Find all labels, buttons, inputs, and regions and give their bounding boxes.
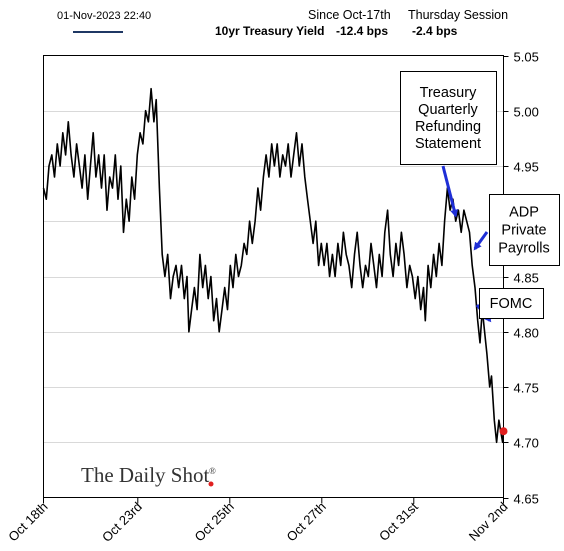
chart-timestamp: 01-Nov-2023 22:40 [57, 10, 151, 22]
y-tick-label: 4.95 [514, 160, 539, 175]
y-tick-label: 4.70 [514, 436, 539, 451]
annotation-arrow [441, 165, 459, 218]
annotation-text: Refunding [415, 119, 481, 135]
session-value: -2.4 bps [412, 24, 458, 38]
watermark: The Daily Shot ® [81, 463, 216, 487]
annotation-text: FOMC [490, 296, 533, 312]
annotation-2: ADP Private Payrolls [473, 194, 560, 266]
y-tick-label: 4.85 [514, 271, 539, 286]
x-axis: Oct 18th Oct 23rd Oct 25th Oct 27th Oct 31st… [5, 497, 511, 545]
y-tick-label: 4.65 [514, 492, 539, 507]
y-tick-label: 4.75 [514, 381, 539, 396]
annotation-arrow [473, 231, 489, 251]
annotation-text: ADP [509, 205, 539, 221]
since-title: Since Oct-17th [308, 8, 391, 22]
y-axis: 4.654.704.754.804.854.904.955.005.05 [503, 50, 539, 507]
series-line [42, 87, 505, 444]
annotation-box [489, 194, 560, 266]
annotation-3: FOMC [475, 288, 544, 323]
watermark-dot [208, 481, 214, 487]
annotation-text: Treasury [420, 85, 477, 101]
x-tick-label: Oct 27th [284, 499, 329, 544]
annotation-box [400, 71, 497, 165]
last-point-marker [499, 427, 508, 436]
annotation-text: Private [501, 223, 546, 239]
since-value: -12.4 bps [336, 24, 388, 38]
x-tick-label: Oct 18th [5, 499, 50, 544]
annotation-box [479, 288, 544, 319]
x-tick-label: Oct 23rd [99, 499, 145, 545]
y-tick-label: 5.00 [514, 105, 539, 120]
x-tick-label: Oct 31st [376, 499, 421, 544]
y-tick-label: 5.05 [514, 50, 539, 65]
x-tick-label: Nov 2nd [466, 499, 511, 544]
watermark-mark: ® [209, 466, 216, 476]
annotation-text: Quarterly [418, 102, 478, 118]
annotation-text: Statement [415, 136, 481, 152]
series-label: 10yr Treasury Yield [215, 24, 324, 38]
session-title: Thursday Session [408, 8, 508, 22]
plot-frame [43, 55, 504, 498]
x-tick-label: Oct 25th [192, 499, 237, 544]
y-tick-label: 4.80 [514, 326, 539, 341]
series-group [42, 87, 508, 444]
annotation-text: Payrolls [498, 241, 550, 257]
watermark-text: The Daily Shot [81, 463, 209, 487]
